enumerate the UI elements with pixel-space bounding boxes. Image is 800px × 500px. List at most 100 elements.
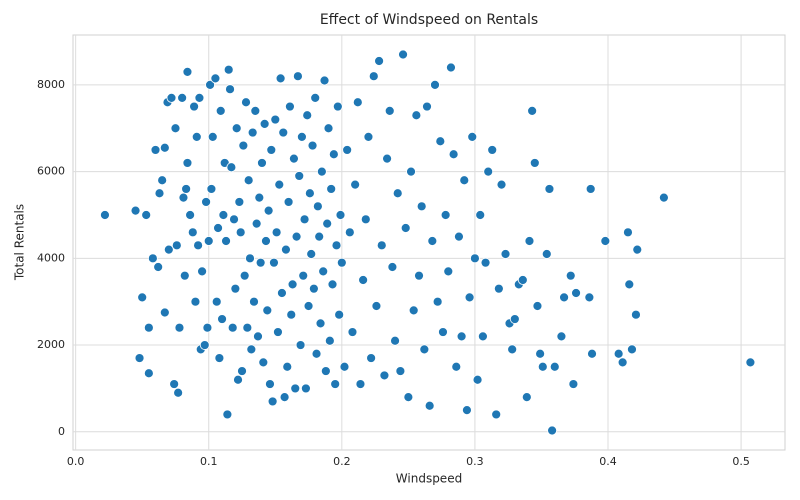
- point: [350, 179, 361, 190]
- point: [521, 392, 532, 402]
- point: [327, 279, 338, 290]
- point: [308, 283, 319, 294]
- x-axis-label: Windspeed: [396, 472, 462, 486]
- point: [464, 292, 475, 303]
- point: [500, 249, 511, 259]
- point: [491, 409, 502, 420]
- point: [286, 309, 297, 320]
- point: [374, 56, 384, 66]
- point: [217, 314, 227, 324]
- point: [229, 214, 239, 225]
- point: [251, 218, 262, 229]
- point: [290, 383, 301, 394]
- point: [414, 270, 424, 281]
- point: [475, 210, 486, 220]
- point: [143, 368, 154, 379]
- y-tick-label: 4000: [37, 251, 65, 264]
- point: [454, 231, 464, 242]
- point: [487, 145, 498, 155]
- point: [408, 305, 419, 316]
- point: [312, 201, 323, 212]
- y-tick-label: 0: [58, 425, 65, 438]
- point: [311, 348, 322, 359]
- point: [297, 132, 307, 142]
- point: [295, 340, 306, 350]
- point: [214, 353, 225, 363]
- point: [556, 331, 567, 342]
- point: [456, 331, 467, 342]
- point: [480, 257, 491, 268]
- point: [249, 296, 259, 307]
- point: [199, 340, 210, 350]
- point: [234, 197, 245, 207]
- point: [617, 357, 628, 368]
- point: [467, 132, 478, 142]
- point: [438, 327, 448, 337]
- point: [300, 383, 311, 394]
- point: [315, 318, 326, 329]
- point: [282, 361, 293, 372]
- point: [243, 175, 254, 186]
- point: [440, 210, 451, 220]
- point: [416, 201, 427, 212]
- chart-title: Effect of Windspeed on Rentals: [320, 12, 538, 28]
- point: [322, 218, 333, 229]
- point: [207, 132, 218, 142]
- point: [150, 145, 161, 155]
- point: [166, 92, 177, 103]
- point: [306, 249, 317, 259]
- point: [509, 314, 520, 324]
- point: [266, 145, 277, 155]
- point: [215, 105, 226, 116]
- point: [213, 223, 223, 233]
- point: [225, 84, 235, 95]
- point: [527, 105, 538, 116]
- point: [443, 266, 454, 277]
- point: [387, 262, 398, 272]
- point: [230, 283, 241, 294]
- point: [255, 257, 266, 268]
- point: [303, 301, 314, 311]
- point: [238, 140, 249, 151]
- point: [293, 71, 303, 82]
- point: [302, 110, 313, 121]
- point: [745, 357, 756, 368]
- x-tick-label: 0.4: [599, 455, 617, 468]
- point: [237, 366, 247, 376]
- point: [537, 361, 548, 372]
- point: [448, 149, 459, 160]
- point: [226, 162, 237, 173]
- point: [222, 409, 233, 420]
- point: [330, 379, 341, 389]
- point: [307, 140, 318, 151]
- point: [368, 71, 379, 82]
- point: [376, 240, 387, 251]
- point: [206, 184, 217, 194]
- point: [191, 132, 202, 142]
- point: [258, 357, 269, 368]
- point: [154, 188, 165, 199]
- point: [202, 322, 213, 333]
- point: [613, 348, 624, 359]
- point: [334, 309, 345, 320]
- point: [335, 210, 346, 220]
- point: [203, 236, 214, 246]
- point: [201, 197, 211, 207]
- point: [459, 175, 470, 186]
- x-tick-label: 0.0: [67, 455, 85, 468]
- point: [587, 348, 597, 359]
- point: [430, 79, 440, 90]
- point: [235, 227, 246, 238]
- y-tick-label: 8000: [37, 78, 65, 91]
- point: [285, 101, 295, 112]
- point: [274, 179, 285, 190]
- point: [263, 205, 274, 216]
- point: [390, 335, 400, 346]
- point: [352, 97, 363, 108]
- point: [277, 288, 287, 298]
- point: [253, 331, 263, 342]
- point: [318, 266, 329, 277]
- point: [544, 184, 555, 194]
- point: [382, 153, 392, 164]
- x-tick-label: 0.2: [333, 455, 351, 468]
